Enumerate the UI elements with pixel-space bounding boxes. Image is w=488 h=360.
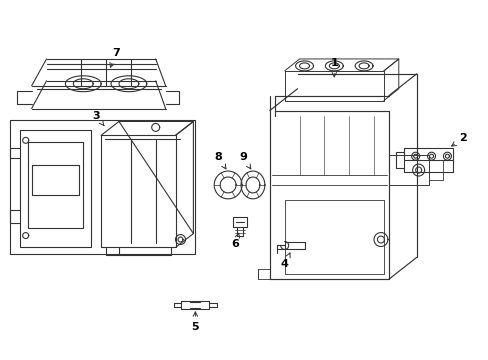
Text: 5: 5 <box>191 312 199 332</box>
Text: 1: 1 <box>330 58 338 77</box>
Text: 7: 7 <box>110 48 120 67</box>
Text: 9: 9 <box>239 152 250 169</box>
Text: 8: 8 <box>214 152 225 169</box>
Text: 4: 4 <box>280 253 289 269</box>
Text: 2: 2 <box>451 133 466 146</box>
Text: 6: 6 <box>231 233 239 249</box>
Text: 3: 3 <box>92 111 104 126</box>
